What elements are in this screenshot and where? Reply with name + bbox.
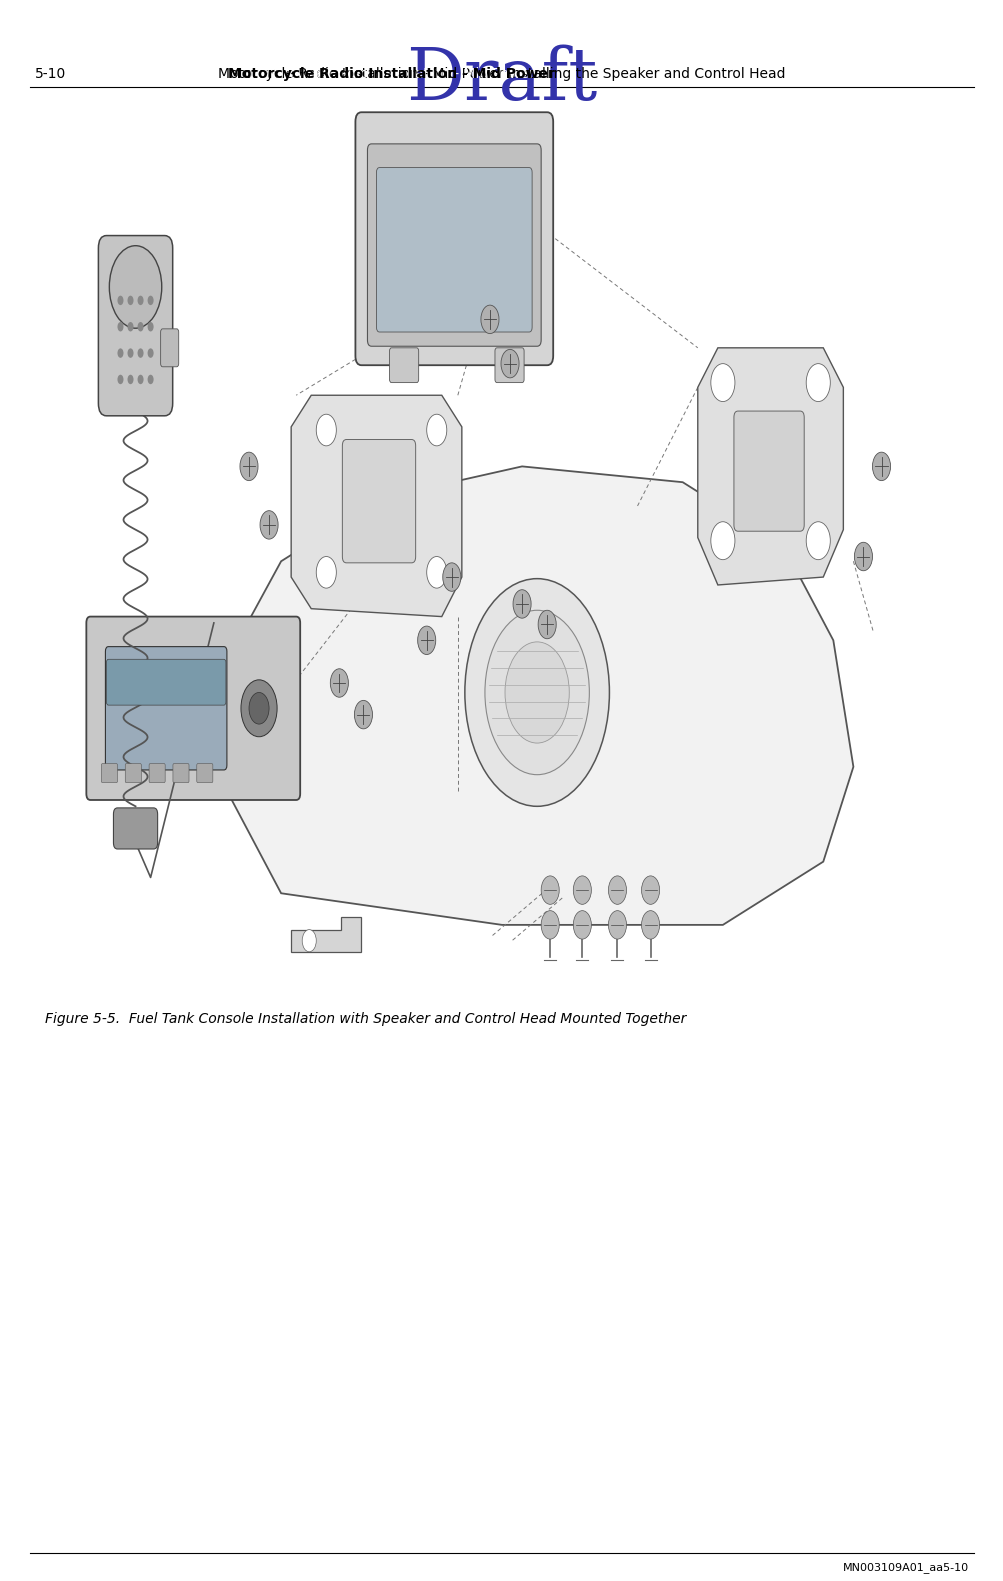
Circle shape: [137, 348, 143, 357]
Polygon shape: [221, 466, 853, 925]
FancyBboxPatch shape: [173, 764, 189, 783]
Circle shape: [302, 930, 316, 952]
Circle shape: [117, 323, 123, 332]
FancyBboxPatch shape: [113, 808, 157, 849]
Circle shape: [426, 557, 446, 588]
Circle shape: [354, 700, 372, 729]
Text: 5-10: 5-10: [35, 66, 66, 81]
FancyBboxPatch shape: [86, 617, 300, 800]
Circle shape: [240, 452, 258, 481]
FancyBboxPatch shape: [98, 236, 173, 416]
Circle shape: [641, 911, 659, 939]
Circle shape: [484, 610, 589, 775]
Circle shape: [541, 876, 559, 904]
FancyBboxPatch shape: [125, 764, 141, 783]
Circle shape: [464, 579, 609, 806]
Text: Figure 5-5.  Fuel Tank Console Installation with Speaker and Control Head Mounte: Figure 5-5. Fuel Tank Console Installati…: [45, 1012, 686, 1026]
Circle shape: [249, 692, 269, 724]
FancyBboxPatch shape: [160, 329, 179, 367]
Circle shape: [316, 414, 336, 446]
Circle shape: [137, 375, 143, 384]
Circle shape: [480, 305, 498, 334]
Text: MN003109A01_aa5-10: MN003109A01_aa5-10: [842, 1562, 968, 1573]
Circle shape: [541, 911, 559, 939]
Circle shape: [505, 642, 569, 743]
Circle shape: [147, 296, 153, 305]
FancyBboxPatch shape: [105, 647, 227, 770]
Text: Motorcycle Radio Installation - Mid Power Installing the Speaker and Control Hea: Motorcycle Radio Installation - Mid Powe…: [218, 66, 785, 81]
FancyBboxPatch shape: [367, 144, 541, 346]
Circle shape: [330, 669, 348, 697]
FancyBboxPatch shape: [101, 764, 117, 783]
Circle shape: [260, 511, 278, 539]
Circle shape: [137, 323, 143, 332]
Polygon shape: [697, 348, 843, 585]
Text: Motorcycle Radio Installation - Mid Power: Motorcycle Radio Installation - Mid Powe…: [249, 66, 534, 81]
Circle shape: [127, 296, 133, 305]
FancyBboxPatch shape: [494, 348, 524, 383]
Circle shape: [127, 323, 133, 332]
Circle shape: [710, 364, 734, 402]
Circle shape: [117, 348, 123, 357]
Circle shape: [147, 323, 153, 332]
FancyBboxPatch shape: [376, 168, 532, 332]
FancyBboxPatch shape: [342, 440, 415, 563]
Circle shape: [109, 245, 161, 329]
Circle shape: [805, 364, 829, 402]
FancyBboxPatch shape: [148, 764, 164, 783]
Circle shape: [316, 557, 336, 588]
FancyBboxPatch shape: [197, 764, 213, 783]
FancyBboxPatch shape: [389, 348, 418, 383]
Circle shape: [573, 876, 591, 904]
Circle shape: [117, 375, 123, 384]
Text: Motorcycle Radio Installation - Mid Power: Motorcycle Radio Installation - Mid Powe…: [228, 66, 555, 81]
Circle shape: [147, 375, 153, 384]
Circle shape: [513, 590, 531, 618]
Circle shape: [854, 542, 872, 571]
FancyBboxPatch shape: [355, 112, 553, 365]
Circle shape: [241, 680, 277, 737]
Circle shape: [573, 911, 591, 939]
FancyBboxPatch shape: [733, 411, 803, 531]
Polygon shape: [291, 395, 461, 617]
Polygon shape: [291, 917, 361, 952]
Circle shape: [117, 296, 123, 305]
Text: Draft: Draft: [406, 44, 597, 115]
Circle shape: [137, 296, 143, 305]
Circle shape: [641, 876, 659, 904]
Circle shape: [417, 626, 435, 655]
Circle shape: [500, 349, 519, 378]
Circle shape: [608, 911, 626, 939]
Circle shape: [805, 522, 829, 560]
Circle shape: [538, 610, 556, 639]
Circle shape: [710, 522, 734, 560]
Circle shape: [147, 348, 153, 357]
Circle shape: [127, 375, 133, 384]
FancyBboxPatch shape: [106, 659, 226, 705]
Circle shape: [608, 876, 626, 904]
Circle shape: [426, 414, 446, 446]
Circle shape: [442, 563, 460, 591]
Circle shape: [872, 452, 890, 481]
Circle shape: [127, 348, 133, 357]
